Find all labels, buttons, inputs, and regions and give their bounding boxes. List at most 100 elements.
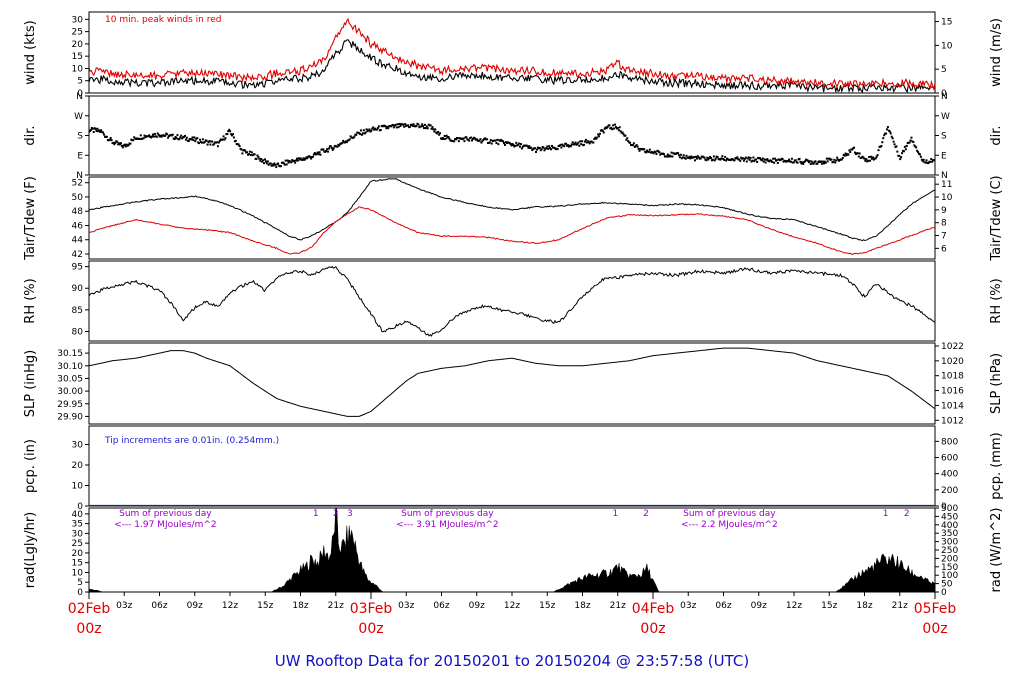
dir-point <box>95 129 98 132</box>
dir-point <box>904 148 907 151</box>
dir-point <box>724 155 727 158</box>
x-tick-label: 03z <box>680 601 696 611</box>
temp-ytick-label-right: 7 <box>941 232 947 242</box>
rh-ytick-label: 95 <box>72 263 83 273</box>
dir-point <box>770 159 773 162</box>
x-time-label: 00z <box>640 621 665 637</box>
wind-ytick-label: 5 <box>77 77 83 87</box>
slp-ytick-label: 30.05 <box>57 374 83 384</box>
dir-point <box>824 161 827 164</box>
dir-point <box>560 146 563 149</box>
dir-point <box>385 127 388 130</box>
dir-series-group <box>89 122 935 169</box>
dir-point <box>519 143 522 146</box>
dir-point <box>788 158 791 161</box>
panel-slp: 29.90 29.95 30.00 30.05 30.10 30.15 1012 1014 10… <box>23 342 1004 426</box>
dir-point <box>635 144 638 147</box>
dir-point <box>173 138 176 141</box>
dir-point <box>216 145 219 148</box>
dir-point <box>263 162 266 165</box>
dir-point <box>509 143 512 146</box>
dir-point <box>927 162 930 165</box>
pcp-ytick-label: 20 <box>72 461 84 471</box>
dir-point <box>602 131 605 134</box>
x-date-label: 02Feb <box>68 601 111 617</box>
dir-point <box>774 157 777 160</box>
dir-point <box>521 145 524 148</box>
slp-ytick-label: 29.90 <box>57 412 83 422</box>
dir-point <box>721 155 724 158</box>
temp-ytick-label-right: 6 <box>941 244 947 254</box>
dir-point <box>863 157 866 160</box>
dir-point <box>577 141 580 144</box>
x-tick-label: 03z <box>398 601 414 611</box>
dir-point <box>316 151 319 154</box>
dir-point <box>610 126 613 129</box>
dir-point <box>874 157 877 160</box>
temp-ytick-label: 50 <box>72 193 84 203</box>
rad-ytick-label-right: 450 <box>941 512 958 522</box>
dir-point <box>348 138 351 141</box>
dir-point <box>845 154 848 157</box>
dir-point <box>156 132 159 135</box>
temp-ytick-label-right: 11 <box>941 180 952 190</box>
dir-point <box>119 143 122 146</box>
dir-point <box>742 159 745 162</box>
dir-point <box>159 134 162 137</box>
dir-point <box>295 159 298 162</box>
dir-point <box>801 161 804 164</box>
dir-point <box>463 140 466 143</box>
dir-point <box>761 157 764 160</box>
dir-point <box>313 151 316 154</box>
dir-point <box>424 127 427 130</box>
dir-point <box>812 162 815 165</box>
rad-ytick-label: 0 <box>77 588 83 598</box>
dir-point <box>399 124 402 127</box>
rad-marker: 1 <box>883 509 889 519</box>
x-tick-label: 09z <box>469 601 485 611</box>
dir-point <box>834 161 837 164</box>
dir-point <box>713 159 716 162</box>
dir-point <box>712 155 715 158</box>
dir-ytick-label-right: N <box>941 171 948 181</box>
dir-point <box>592 141 595 144</box>
dir-point <box>421 123 424 126</box>
dir-point <box>723 158 726 161</box>
dir-point <box>550 144 553 147</box>
dir-point <box>296 159 299 162</box>
dir-point <box>518 142 521 145</box>
dir-point <box>222 135 225 138</box>
dir-point <box>891 137 894 140</box>
dir-point <box>763 158 766 161</box>
dir-ylabel-right: dir. <box>989 125 1004 145</box>
dir-point <box>934 158 935 161</box>
dir-point <box>478 139 481 142</box>
dir-point <box>548 145 551 148</box>
dir-point <box>166 133 169 136</box>
rad-ytick-label-right: 150 <box>941 563 958 573</box>
dir-point <box>426 127 429 130</box>
dir-point <box>260 158 263 161</box>
dir-point <box>694 155 697 158</box>
dir-point <box>240 148 243 151</box>
wind-ylabel: wind (kts) <box>23 20 38 84</box>
dir-point <box>234 139 237 142</box>
x-tick-label: 06z <box>151 601 167 611</box>
dir-point <box>119 142 122 145</box>
rad-ytick-label-right: 400 <box>941 521 958 531</box>
dir-point <box>574 141 577 144</box>
dir-point <box>922 158 925 161</box>
slp-ytick-label-right: 1012 <box>941 416 964 426</box>
dir-point <box>527 146 530 149</box>
pcp-ytick-label-right: 600 <box>941 454 958 464</box>
dir-point <box>771 160 774 163</box>
rad-ytick-label: 30 <box>72 529 84 539</box>
pcp-ytick-label: 30 <box>72 440 84 450</box>
dir-point <box>105 135 108 138</box>
dir-point <box>616 126 619 129</box>
dir-ytick-label: S <box>77 132 83 142</box>
dir-point <box>900 156 903 159</box>
dir-point <box>919 155 922 158</box>
dir-point <box>121 146 124 149</box>
dir-point <box>402 123 405 126</box>
